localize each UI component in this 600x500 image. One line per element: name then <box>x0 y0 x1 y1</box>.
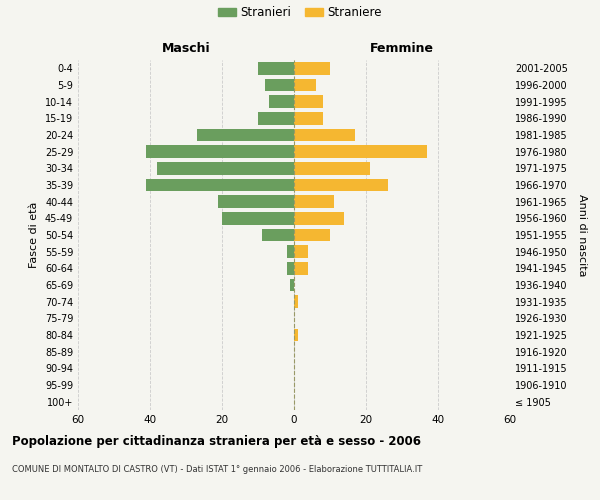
Bar <box>258 62 294 74</box>
Bar <box>294 112 323 124</box>
Text: Femmine: Femmine <box>370 42 434 55</box>
Bar <box>294 262 308 274</box>
Bar <box>294 196 334 208</box>
Bar <box>269 96 294 108</box>
Bar <box>218 196 294 208</box>
Bar <box>265 79 294 92</box>
Bar <box>222 212 294 224</box>
Bar <box>294 179 388 192</box>
Bar <box>294 79 316 92</box>
Bar <box>294 62 330 74</box>
Bar <box>287 262 294 274</box>
Bar <box>146 146 294 158</box>
Bar <box>258 112 294 124</box>
Legend: Stranieri, Straniere: Stranieri, Straniere <box>218 6 382 19</box>
Y-axis label: Fasce di età: Fasce di età <box>29 202 39 268</box>
Bar <box>287 246 294 258</box>
Bar <box>294 96 323 108</box>
Bar <box>294 129 355 141</box>
Bar <box>262 229 294 241</box>
Text: Popolazione per cittadinanza straniera per età e sesso - 2006: Popolazione per cittadinanza straniera p… <box>12 435 421 448</box>
Bar <box>294 329 298 341</box>
Bar <box>294 212 344 224</box>
Bar <box>294 146 427 158</box>
Bar <box>290 279 294 291</box>
Bar <box>294 229 330 241</box>
Bar <box>294 246 308 258</box>
Bar <box>294 162 370 174</box>
Y-axis label: Anni di nascita: Anni di nascita <box>577 194 587 276</box>
Text: Maschi: Maschi <box>161 42 211 55</box>
Bar <box>197 129 294 141</box>
Bar <box>157 162 294 174</box>
Bar <box>294 296 298 308</box>
Text: COMUNE DI MONTALTO DI CASTRO (VT) - Dati ISTAT 1° gennaio 2006 - Elaborazione TU: COMUNE DI MONTALTO DI CASTRO (VT) - Dati… <box>12 465 422 474</box>
Bar <box>146 179 294 192</box>
